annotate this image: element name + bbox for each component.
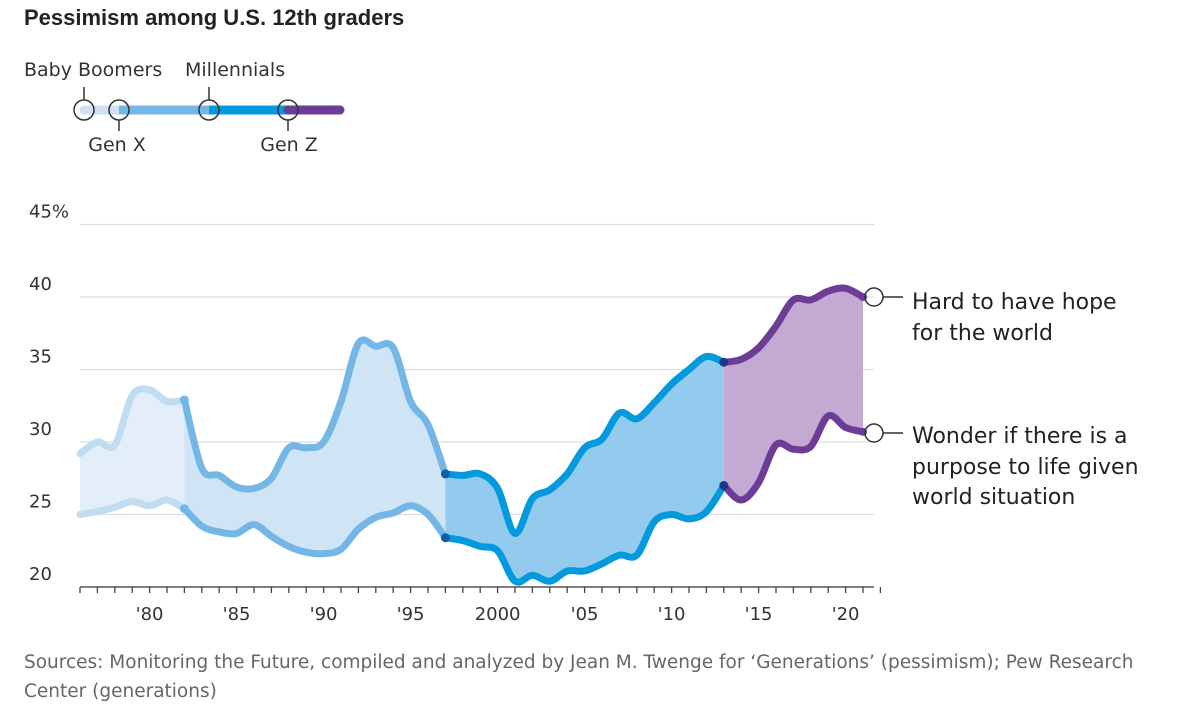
purpose-line-baby-boomers <box>76 496 188 518</box>
purpose-line-gen-x <box>180 502 449 558</box>
annotation-hope-line-2: for the world <box>912 321 1053 346</box>
hope-line-gen-x <box>180 336 449 493</box>
area-fill-gen-z <box>723 288 863 501</box>
x-tick-label: '85 <box>223 604 251 625</box>
x-tick-label: '15 <box>745 604 773 625</box>
legend-marker-baby-boomers <box>73 99 95 121</box>
y-tick-label: 35 <box>29 347 52 368</box>
area-fill-millennials <box>445 356 724 583</box>
annotation-purpose-line-1: Wonder if there is a <box>912 424 1128 449</box>
y-tick-label: 30 <box>29 419 52 440</box>
series-lines <box>76 284 867 586</box>
axes: 20 25 30 35 40 45% '80 '85 '90 '95 2000 '05 '10 '15 '2… <box>29 202 882 625</box>
boundary-marker-purpose-gen-x <box>179 504 189 514</box>
area-fill-gen-x <box>184 339 446 554</box>
legend-label-baby-boomers: Baby Boomers <box>24 59 162 81</box>
legend-label-gen-z: Gen Z <box>260 134 318 156</box>
annotation-hope-line-1: Hard to have hope <box>912 290 1117 315</box>
y-tick-label: 25 <box>29 492 52 513</box>
source-note-line-1: Sources: Monitoring the Future, compiled… <box>24 652 1133 673</box>
boundary-marker-purpose-millennials <box>440 533 450 543</box>
annotation-purpose: Wonder if there is a purpose to life giv… <box>864 423 1139 510</box>
legend-label-millennials: Millennials <box>185 59 285 81</box>
annotation-purpose-line-3: world situation <box>912 485 1075 510</box>
y-tick-label: 40 <box>29 274 52 295</box>
annotation-hope: Hard to have hope for the world <box>864 287 1117 346</box>
boundary-marker-hope-gen-z <box>719 357 729 367</box>
source-note-line-2: Center (generations) <box>24 681 217 702</box>
purpose-line-millennials <box>441 482 728 586</box>
x-tick-label: 2000 <box>475 604 521 625</box>
hope-line-millennials <box>441 352 728 537</box>
x-tick-label: '05 <box>571 604 599 625</box>
boundary-marker-hope-millennials <box>440 469 450 479</box>
y-tick-label: 45% <box>29 202 69 223</box>
area-fill-baby-boomers <box>80 388 185 515</box>
x-tick-label: '10 <box>658 604 686 625</box>
chart-title: Pessimism among U.S. 12th graders <box>24 5 404 30</box>
hope-line-gen-z <box>720 284 867 366</box>
generation-legend: Baby Boomers Millennials Gen X Gen Z <box>24 59 345 156</box>
hope-line-baby-boomers <box>76 385 188 458</box>
area-fills <box>80 288 863 583</box>
boundary-marker-hope-gen-x <box>179 395 189 405</box>
y-tick-label: 20 <box>29 564 52 585</box>
purpose-line-gen-z <box>720 411 867 504</box>
annotation-purpose-ring <box>864 423 884 443</box>
boundary-marker-purpose-gen-z <box>719 481 729 490</box>
legend-label-gen-x: Gen X <box>88 134 146 156</box>
annotation-purpose-line-2: purpose to life given <box>912 455 1139 480</box>
x-tick-label: '80 <box>136 604 164 625</box>
x-tick-label: '90 <box>310 604 338 625</box>
x-tick-label: '95 <box>397 604 425 625</box>
legend-marker-millennials <box>198 99 220 121</box>
x-tick-label: '20 <box>832 604 860 625</box>
